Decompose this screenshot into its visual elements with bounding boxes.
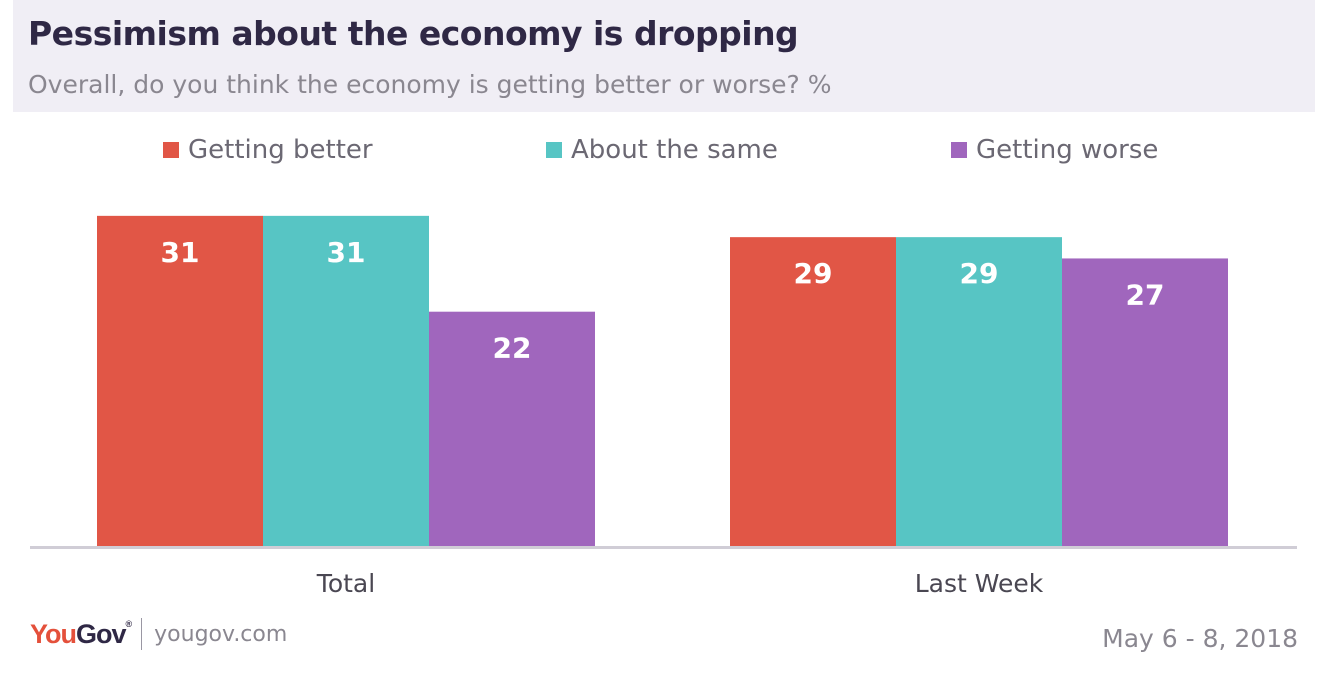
data-label-total-about-the-same: 31: [327, 236, 366, 269]
data-label-last-week-getting-worse: 27: [1126, 278, 1165, 311]
chart-title: Pessimism about the economy is dropping: [28, 14, 799, 53]
data-label-total-getting-better: 31: [161, 236, 200, 269]
bar-last-week-about-the-same: [896, 237, 1062, 546]
legend-item-getting-better: Getting better: [163, 132, 373, 168]
bar-last-week-getting-better: [730, 237, 896, 546]
footer-branding: YouGov® yougov.com: [30, 618, 287, 650]
legend-label-getting-better: Getting better: [188, 135, 373, 165]
bar-last-week-getting-worse: [1062, 258, 1228, 546]
footer-divider: [141, 618, 143, 650]
legend-item-getting-worse: Getting worse: [951, 132, 1158, 168]
header-banner: Pessimism about the economy is dropping …: [13, 0, 1315, 112]
bar-total-about-the-same: [263, 215, 429, 546]
yougov-logo: YouGov®: [30, 618, 132, 649]
category-label-last-week: Last Week: [915, 569, 1044, 598]
data-label-last-week-getting-better: 29: [794, 257, 833, 290]
legend-swatch-about-the-same: [546, 142, 562, 158]
survey-date: May 6 - 8, 2018: [1102, 624, 1298, 653]
legend-label-about-the-same: About the same: [571, 135, 778, 165]
bar-total-getting-better: [97, 215, 263, 546]
legend-swatch-getting-worse: [951, 142, 967, 158]
bar-total-getting-worse: [429, 311, 595, 546]
legend-item-about-the-same: About the same: [546, 132, 778, 168]
legend-label-getting-worse: Getting worse: [976, 135, 1159, 165]
chart-subtitle: Overall, do you think the economy is get…: [28, 70, 832, 99]
legend-swatch-getting-better: [163, 142, 179, 158]
site-link[interactable]: yougov.com: [154, 621, 288, 647]
data-label-total-getting-worse: 22: [493, 332, 532, 365]
data-label-last-week-about-the-same: 29: [960, 257, 999, 290]
category-label-total: Total: [316, 569, 375, 598]
